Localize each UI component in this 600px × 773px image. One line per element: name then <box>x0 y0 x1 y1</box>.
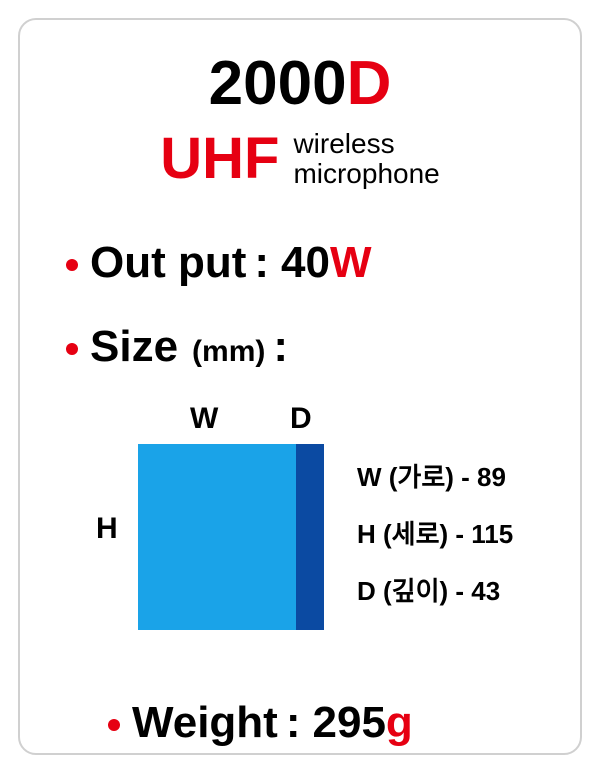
bullet-icon <box>66 343 78 355</box>
dim-w-value: 89 <box>477 462 506 492</box>
bullet-icon <box>66 259 78 271</box>
output-value: 40W <box>281 238 371 288</box>
diagram-label-w: W <box>190 402 218 436</box>
dim-w: W (가로) - 89 <box>357 457 513 494</box>
spec-output: Out put : 40W <box>66 238 548 288</box>
diagram-label-h: H <box>96 512 118 546</box>
colon: : <box>254 238 269 288</box>
box-w-face <box>138 444 296 630</box>
spec-weight: Weight : 295g <box>66 698 548 748</box>
title-accent: D <box>347 49 392 118</box>
diagram-wrap: W D H <box>96 402 331 632</box>
weight-unit: g <box>386 698 413 747</box>
output-number: 40 <box>281 238 330 287</box>
subtitle-row: UHF wireless microphone <box>52 125 548 192</box>
size-label: Size <box>90 322 178 372</box>
dim-d: D (깊이) - 43 <box>357 571 513 608</box>
output-label: Out put <box>90 238 246 288</box>
subtitle-line1: wireless <box>293 129 439 158</box>
weight-number: 295 <box>313 698 386 747</box>
dim-h: H (세로) - 115 <box>357 514 513 551</box>
spec-card: 2000D UHF wireless microphone Out put : … <box>18 18 582 755</box>
colon: : <box>286 698 301 748</box>
diagram-label-d: D <box>290 402 312 436</box>
box-d-face <box>296 444 324 630</box>
diagram-box <box>138 444 324 630</box>
weight-label: Weight <box>132 698 278 748</box>
product-title: 2000D <box>52 48 548 119</box>
spec-size: Size (mm) : <box>66 322 548 372</box>
dim-d-value: 43 <box>471 576 500 606</box>
dim-h-label: H (세로) - <box>357 519 471 549</box>
dimension-list: W (가로) - 89 H (세로) - 115 D (깊이) - 43 <box>357 457 513 608</box>
bullet-icon <box>108 719 120 731</box>
dim-h-value: 115 <box>471 519 513 549</box>
title-main: 2000 <box>209 49 347 118</box>
dim-d-label: D (깊이) - <box>357 576 471 606</box>
size-diagram: W D H W (가로) - 89 H (세로) - 115 D (깊이) - … <box>66 402 548 632</box>
colon: : <box>273 322 288 372</box>
size-unit: (mm) <box>192 335 265 369</box>
uhf-label: UHF <box>160 125 279 192</box>
spec-list: Out put : 40W Size (mm) : W D H <box>52 238 548 748</box>
subtitle-stack: wireless microphone <box>293 129 439 188</box>
dim-w-label: W (가로) - <box>357 462 477 492</box>
subtitle-line2: microphone <box>293 159 439 188</box>
weight-value: 295g <box>313 698 413 748</box>
output-unit: W <box>330 238 372 287</box>
